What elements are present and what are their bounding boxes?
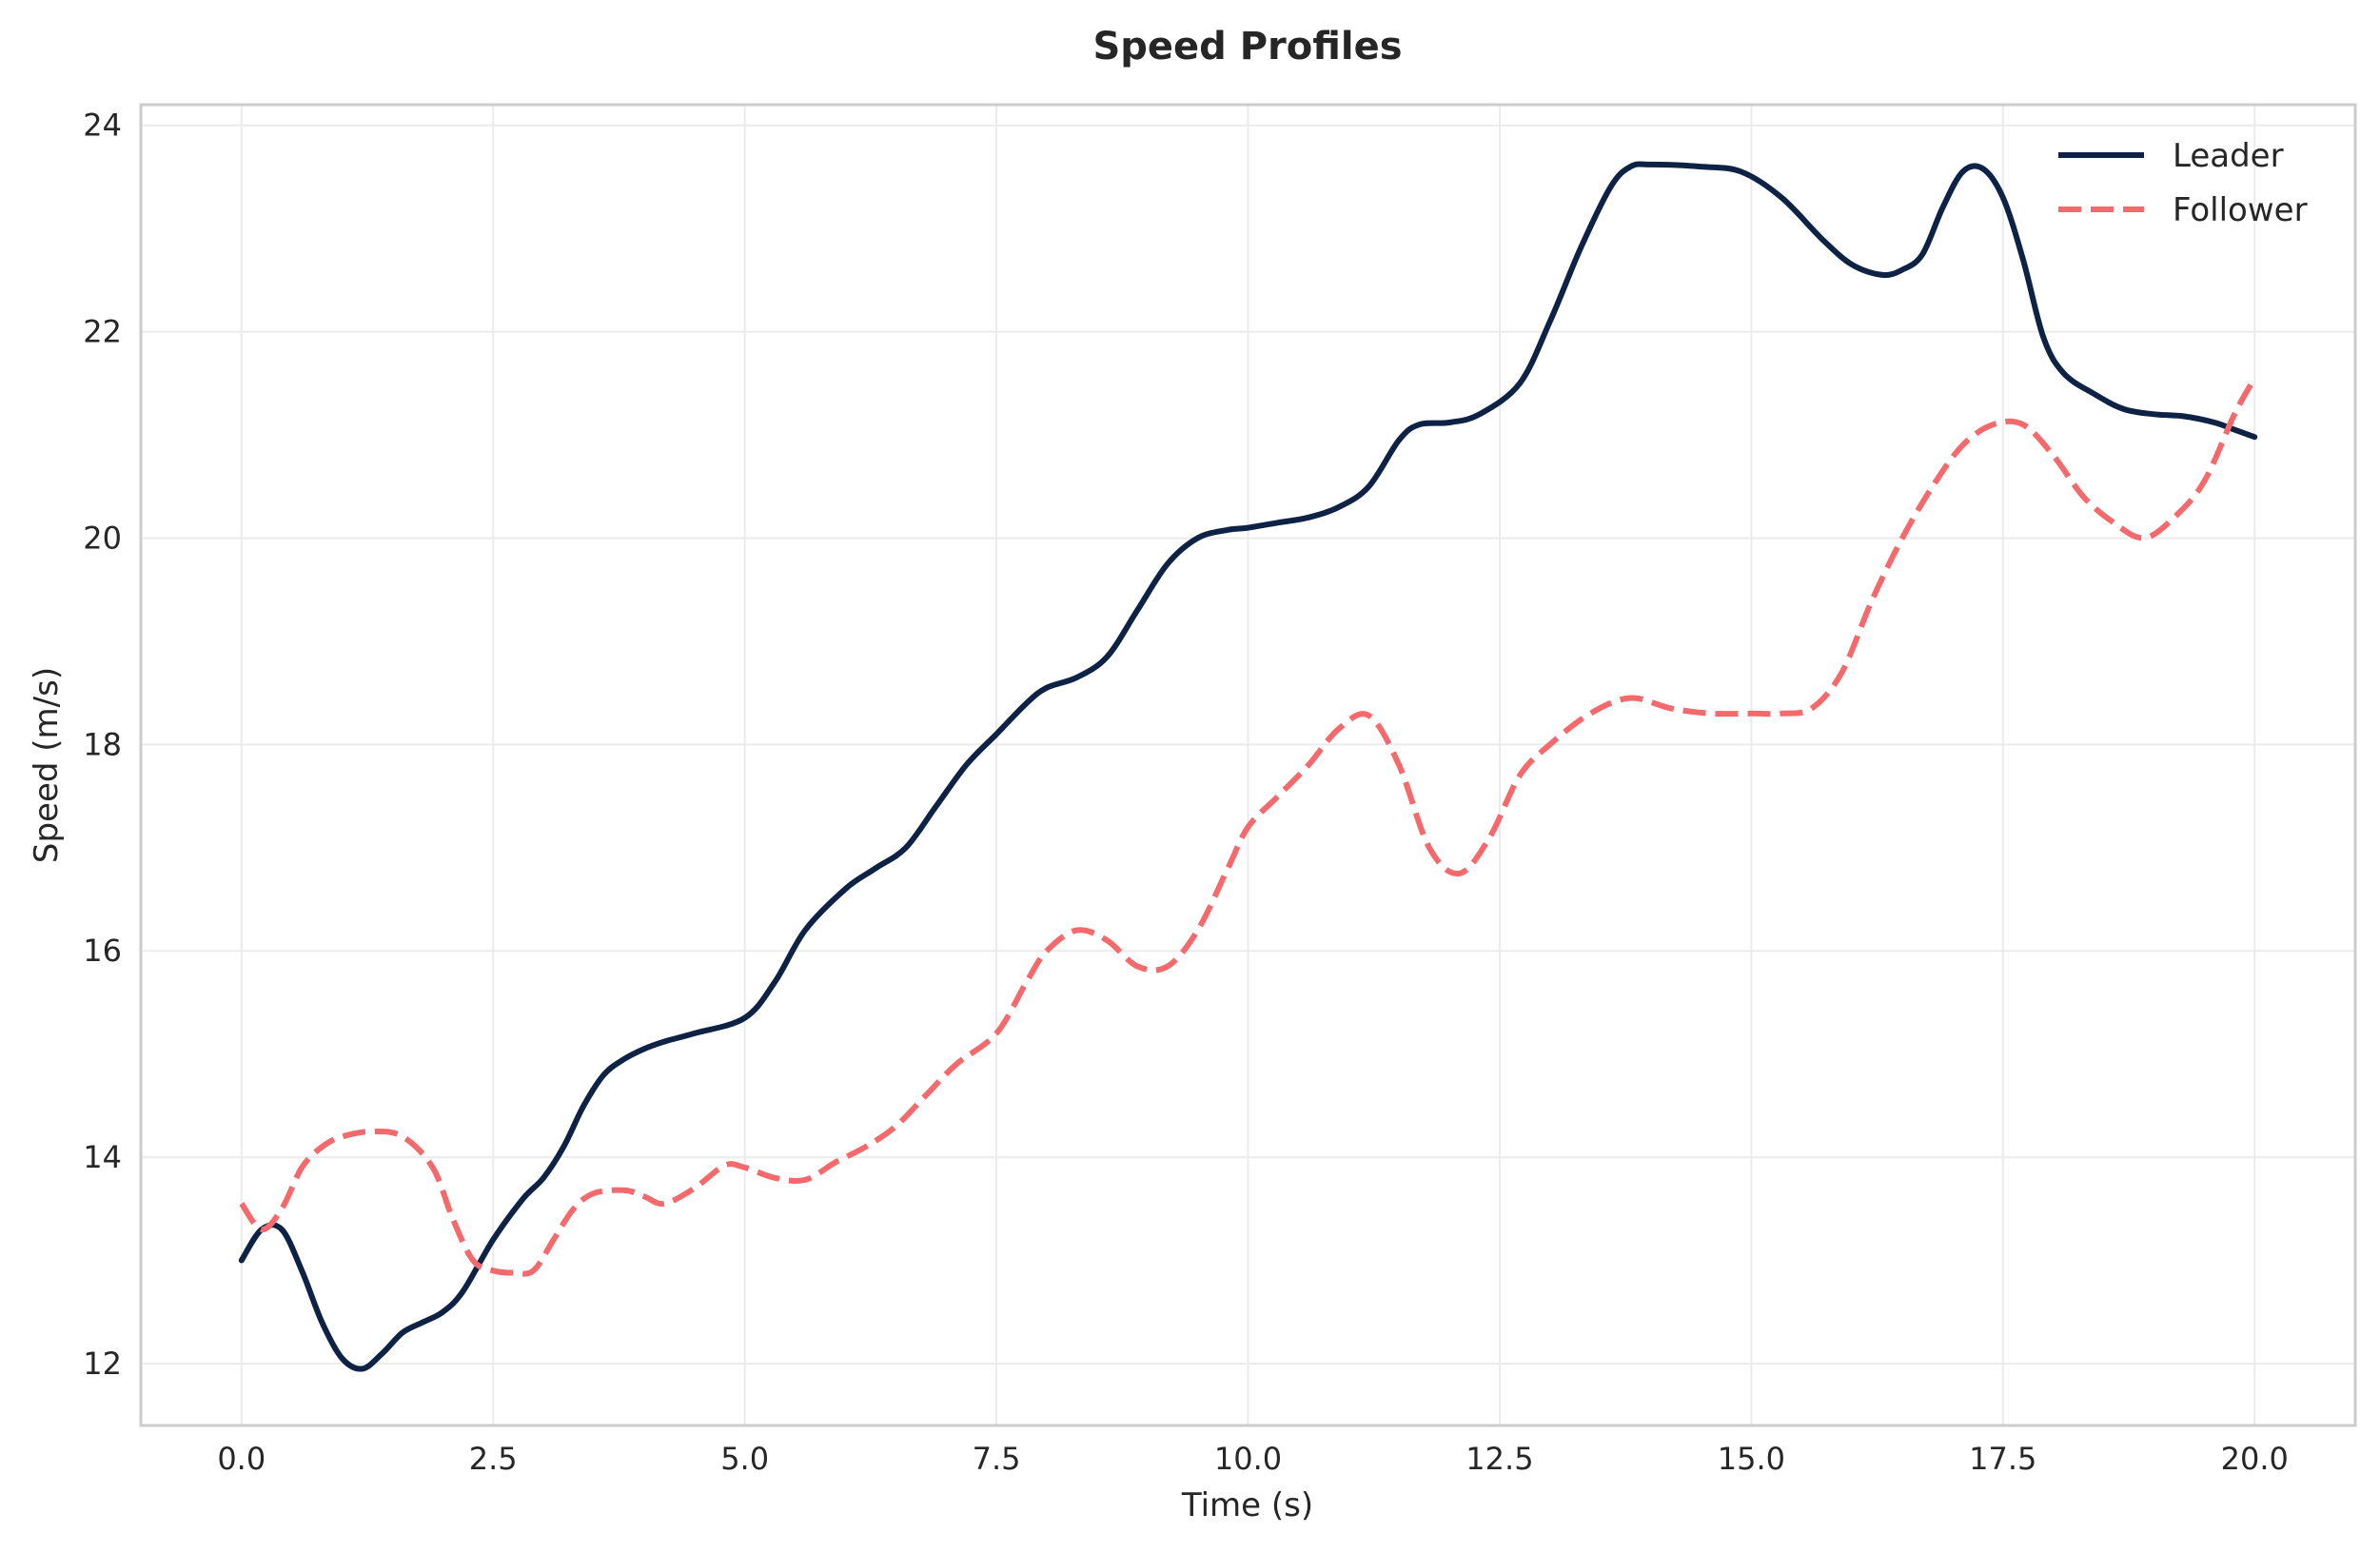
x-tick-label: 7.5: [973, 1441, 1021, 1477]
x-tick-label: 20.0: [2221, 1441, 2289, 1477]
x-tick-label: 15.0: [1718, 1441, 1785, 1477]
x-tick-label: 5.0: [720, 1441, 769, 1477]
y-tick-label: 22: [83, 314, 122, 350]
y-tick-label: 18: [83, 726, 122, 762]
legend-label-leader: Leader: [2173, 137, 2284, 175]
legend-label-follower: Follower: [2173, 191, 2308, 229]
x-tick-label: 12.5: [1465, 1441, 1533, 1477]
y-axis-label: Speed (m/s): [28, 667, 66, 863]
plot-frame: [139, 103, 2357, 1427]
x-tick-label: 2.5: [469, 1441, 518, 1477]
x-tick-label: 0.0: [217, 1441, 266, 1477]
x-tick-label: 10.0: [1214, 1441, 1282, 1477]
series-layer: [238, 161, 2258, 1372]
y-tick-label: 24: [83, 108, 122, 144]
grid-lines: [141, 105, 2355, 1425]
series-line-follower: [239, 376, 2257, 1277]
y-axis-ticks: 12 14 16 18 20 22 24: [83, 108, 122, 1382]
y-tick-label: 16: [83, 933, 122, 969]
y-tick-label: 12: [83, 1346, 122, 1382]
x-tick-label: 17.5: [1969, 1441, 2036, 1477]
x-axis-ticks: 0.0 2.5 5.0 7.5 10.0 12.5 15.0 17.5 20.0: [217, 1441, 2289, 1477]
y-tick-label: 14: [83, 1139, 122, 1175]
y-tick-label: 20: [83, 520, 122, 556]
legend: Leader Follower: [2058, 137, 2308, 229]
chart-title: Speed Profiles: [1092, 25, 1402, 69]
series-line-leader: [238, 161, 2258, 1372]
x-axis-label: Time (s): [1181, 1486, 1313, 1524]
